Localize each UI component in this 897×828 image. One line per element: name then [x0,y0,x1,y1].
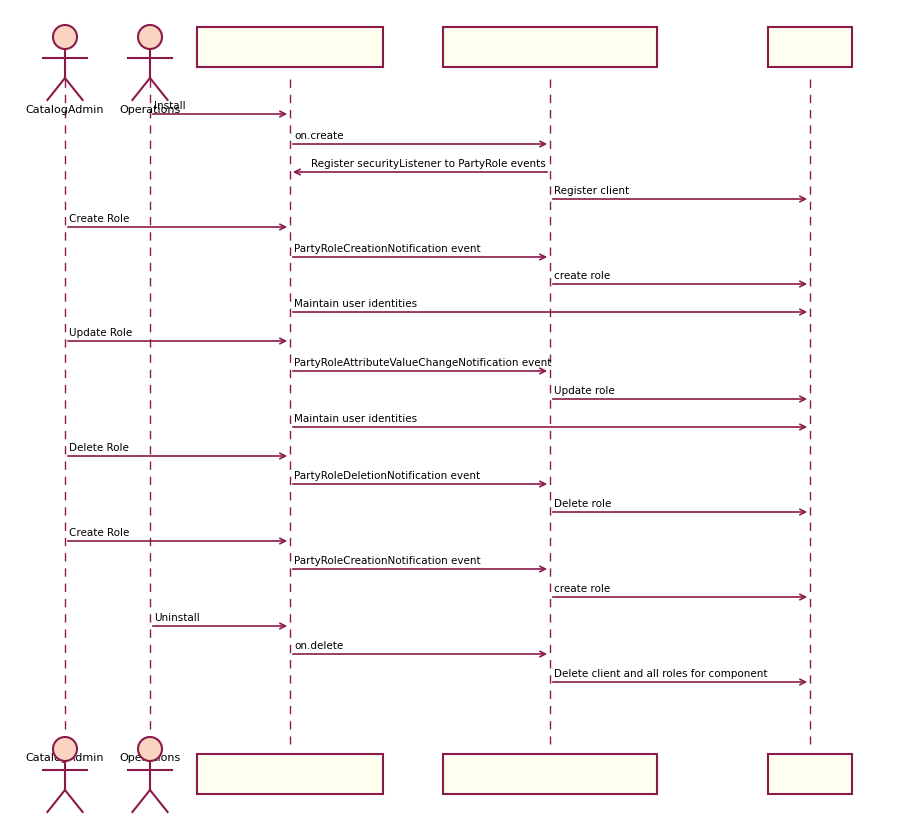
Text: securityController-keycloak: securityController-keycloak [469,41,631,55]
Text: PartyRoleCreationNotification event: PartyRoleCreationNotification event [294,556,481,566]
Text: ProductCatalogComponent: ProductCatalogComponent [211,768,370,781]
FancyBboxPatch shape [443,754,658,794]
Text: Update Role: Update Role [69,328,132,338]
Text: Register securityListener to PartyRole events: Register securityListener to PartyRole e… [311,159,546,169]
Text: Operations: Operations [119,752,180,762]
Text: PartyRoleCreationNotification event: PartyRoleCreationNotification event [294,243,481,253]
Text: create role: create role [554,583,610,594]
Text: PartyRoleDeletionNotification event: PartyRoleDeletionNotification event [294,470,480,480]
Text: Maintain user identities: Maintain user identities [294,413,417,423]
Circle shape [53,737,77,761]
Text: Maintain user identities: Maintain user identities [294,299,417,309]
FancyBboxPatch shape [768,28,852,68]
Text: create role: create role [554,271,610,281]
Text: securityController-keycloak: securityController-keycloak [469,768,631,781]
Text: Delete Role: Delete Role [69,442,129,452]
Text: Keycloak: Keycloak [784,41,836,55]
Text: Operations: Operations [119,105,180,115]
Text: ProductCatalogComponent: ProductCatalogComponent [211,41,370,55]
Circle shape [138,26,162,50]
Text: CatalogAdmin: CatalogAdmin [26,752,104,762]
Text: Update role: Update role [554,386,614,396]
Text: Create Role: Create Role [69,214,129,224]
Text: Delete role: Delete role [554,498,612,508]
Text: CatalogAdmin: CatalogAdmin [26,105,104,115]
FancyBboxPatch shape [197,28,383,68]
Text: Delete client and all roles for component: Delete client and all roles for componen… [554,668,768,678]
FancyBboxPatch shape [443,28,658,68]
Circle shape [138,737,162,761]
Text: on.create: on.create [294,131,344,141]
Circle shape [53,26,77,50]
Text: Create Role: Create Role [69,527,129,537]
FancyBboxPatch shape [768,754,852,794]
Text: Uninstall: Uninstall [154,612,200,623]
Text: Install: Install [154,101,186,111]
FancyBboxPatch shape [197,754,383,794]
Text: Keycloak: Keycloak [784,768,836,781]
Text: PartyRoleAttributeValueChangeNotification event: PartyRoleAttributeValueChangeNotificatio… [294,358,552,368]
Text: Register client: Register client [554,185,629,195]
Text: on.delete: on.delete [294,640,344,650]
